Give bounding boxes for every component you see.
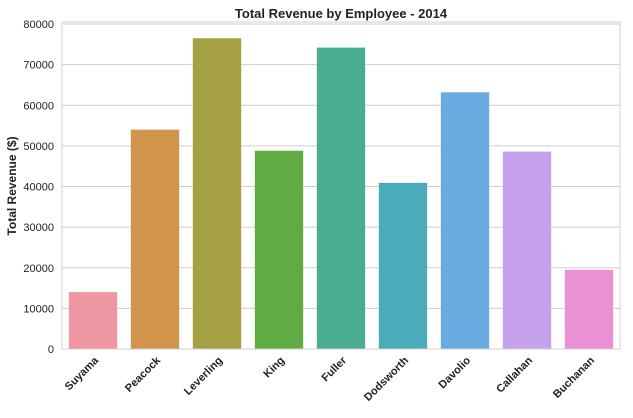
y-tick-label: 10000 <box>23 303 54 315</box>
y-tick-label: 30000 <box>23 222 54 234</box>
y-tick-label: 20000 <box>23 263 54 275</box>
bar-callahan <box>502 151 552 349</box>
x-tick-label: Leverling <box>182 355 225 398</box>
bar-suyama <box>68 292 118 349</box>
x-tick-label: Fuller <box>319 354 349 384</box>
bar-dodsworth <box>378 182 428 349</box>
x-tick-label: Davolio <box>437 354 474 391</box>
bars <box>68 38 614 350</box>
y-tick-label: 60000 <box>23 100 54 112</box>
x-tick-label: King <box>261 355 287 381</box>
y-tick-label: 70000 <box>23 60 54 72</box>
bar-peacock <box>130 129 180 349</box>
x-tick-label: Callahan <box>494 354 535 395</box>
bar-fuller <box>316 47 366 349</box>
chart-title: Total Revenue by Employee - 2014 <box>235 6 448 21</box>
x-tick-label: Buchanan <box>551 354 597 400</box>
x-tick-label: Suyama <box>63 354 102 393</box>
y-tick-label: 80000 <box>23 19 54 31</box>
y-axis-label: Total Revenue ($) <box>5 136 19 235</box>
y-tick-label: 50000 <box>23 141 54 153</box>
x-tick-label: Dodsworth <box>362 354 411 403</box>
plot-frame <box>61 21 621 350</box>
bar-davolio <box>440 92 490 349</box>
x-tick-labels: Suyama Peacock Leverling King Fuller Dodswort… <box>63 354 598 404</box>
bar-buchanan <box>564 269 614 349</box>
x-tick-label: Peacock <box>123 354 164 395</box>
bar-leverling <box>192 38 242 350</box>
y-tick-label: 40000 <box>23 182 54 194</box>
y-tick-label: 0 <box>48 344 54 356</box>
bar-king <box>254 150 304 349</box>
y-tick-labels: 0 10000 20000 30000 40000 50000 60000 70000 8000… <box>23 19 54 356</box>
